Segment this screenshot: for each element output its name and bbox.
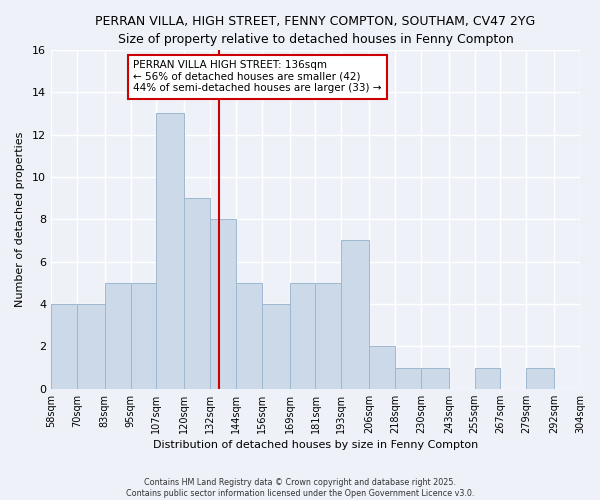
Bar [262,304,290,388]
Y-axis label: Number of detached properties: Number of detached properties [15,132,25,307]
Bar [369,346,395,389]
Bar [475,368,500,388]
Bar [341,240,369,388]
Bar [131,283,157,389]
X-axis label: Distribution of detached houses by size in Fenny Compton: Distribution of detached houses by size … [153,440,478,450]
Bar [395,368,421,388]
Bar [157,114,184,388]
Text: PERRAN VILLA HIGH STREET: 136sqm
← 56% of detached houses are smaller (42)
44% o: PERRAN VILLA HIGH STREET: 136sqm ← 56% o… [133,60,382,94]
Text: Contains HM Land Registry data © Crown copyright and database right 2025.
Contai: Contains HM Land Registry data © Crown c… [126,478,474,498]
Bar [526,368,554,388]
Bar [77,304,104,388]
Bar [316,283,341,389]
Title: PERRAN VILLA, HIGH STREET, FENNY COMPTON, SOUTHAM, CV47 2YG
Size of property rel: PERRAN VILLA, HIGH STREET, FENNY COMPTON… [95,15,536,46]
Bar [290,283,316,389]
Bar [51,304,77,388]
Bar [210,220,236,388]
Bar [104,283,131,389]
Bar [421,368,449,388]
Bar [236,283,262,389]
Bar [184,198,210,388]
